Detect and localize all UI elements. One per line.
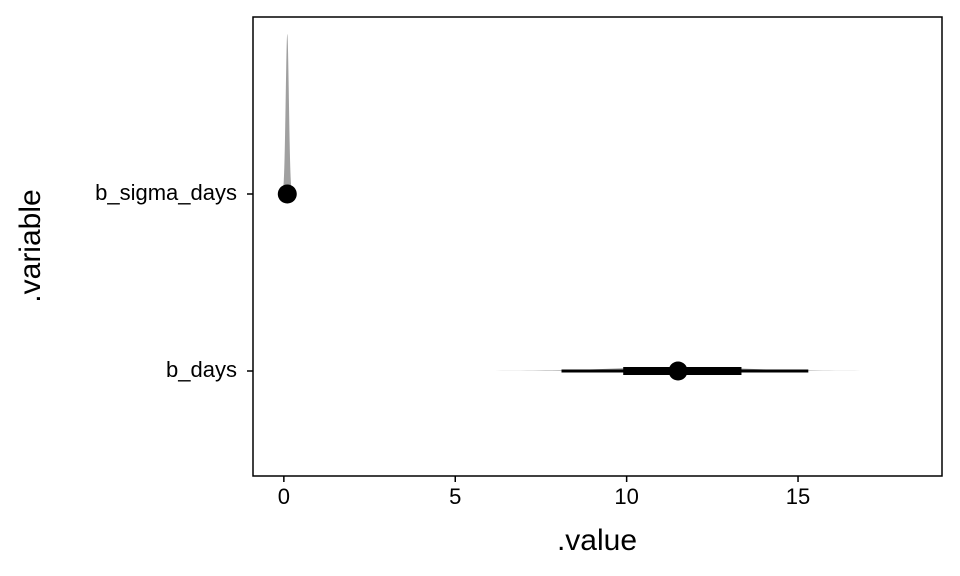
x-tick-label: 5: [449, 484, 461, 509]
point: [277, 184, 297, 204]
x-tick-label: 10: [614, 484, 638, 509]
y-axis-title: .variable: [14, 189, 47, 302]
point: [668, 361, 688, 381]
x-axis-title: .value: [557, 524, 637, 557]
x-tick-label: 0: [278, 484, 290, 509]
slab: [280, 34, 294, 194]
y-tick-label: b_sigma_days: [95, 180, 237, 205]
y-tick-label: b_days: [166, 357, 237, 382]
panel-border: [252, 16, 943, 477]
x-tick-label: 15: [786, 484, 810, 509]
